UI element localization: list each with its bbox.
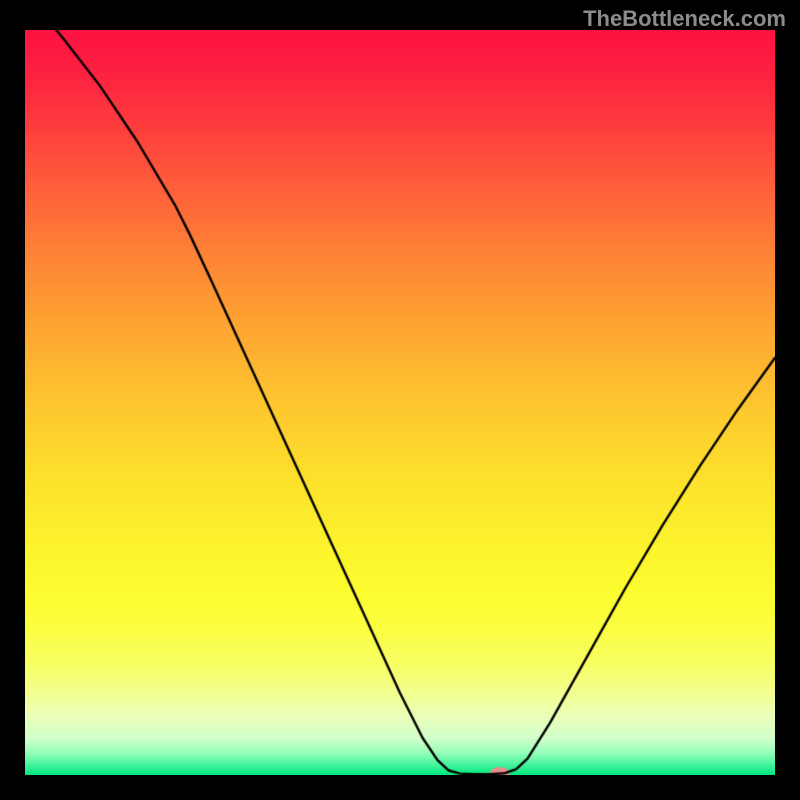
chart-frame: { "watermark": { "text": "TheBottleneck.… — [0, 0, 800, 800]
watermark: TheBottleneck.com — [583, 6, 786, 32]
bottleneck-chart — [25, 30, 775, 775]
